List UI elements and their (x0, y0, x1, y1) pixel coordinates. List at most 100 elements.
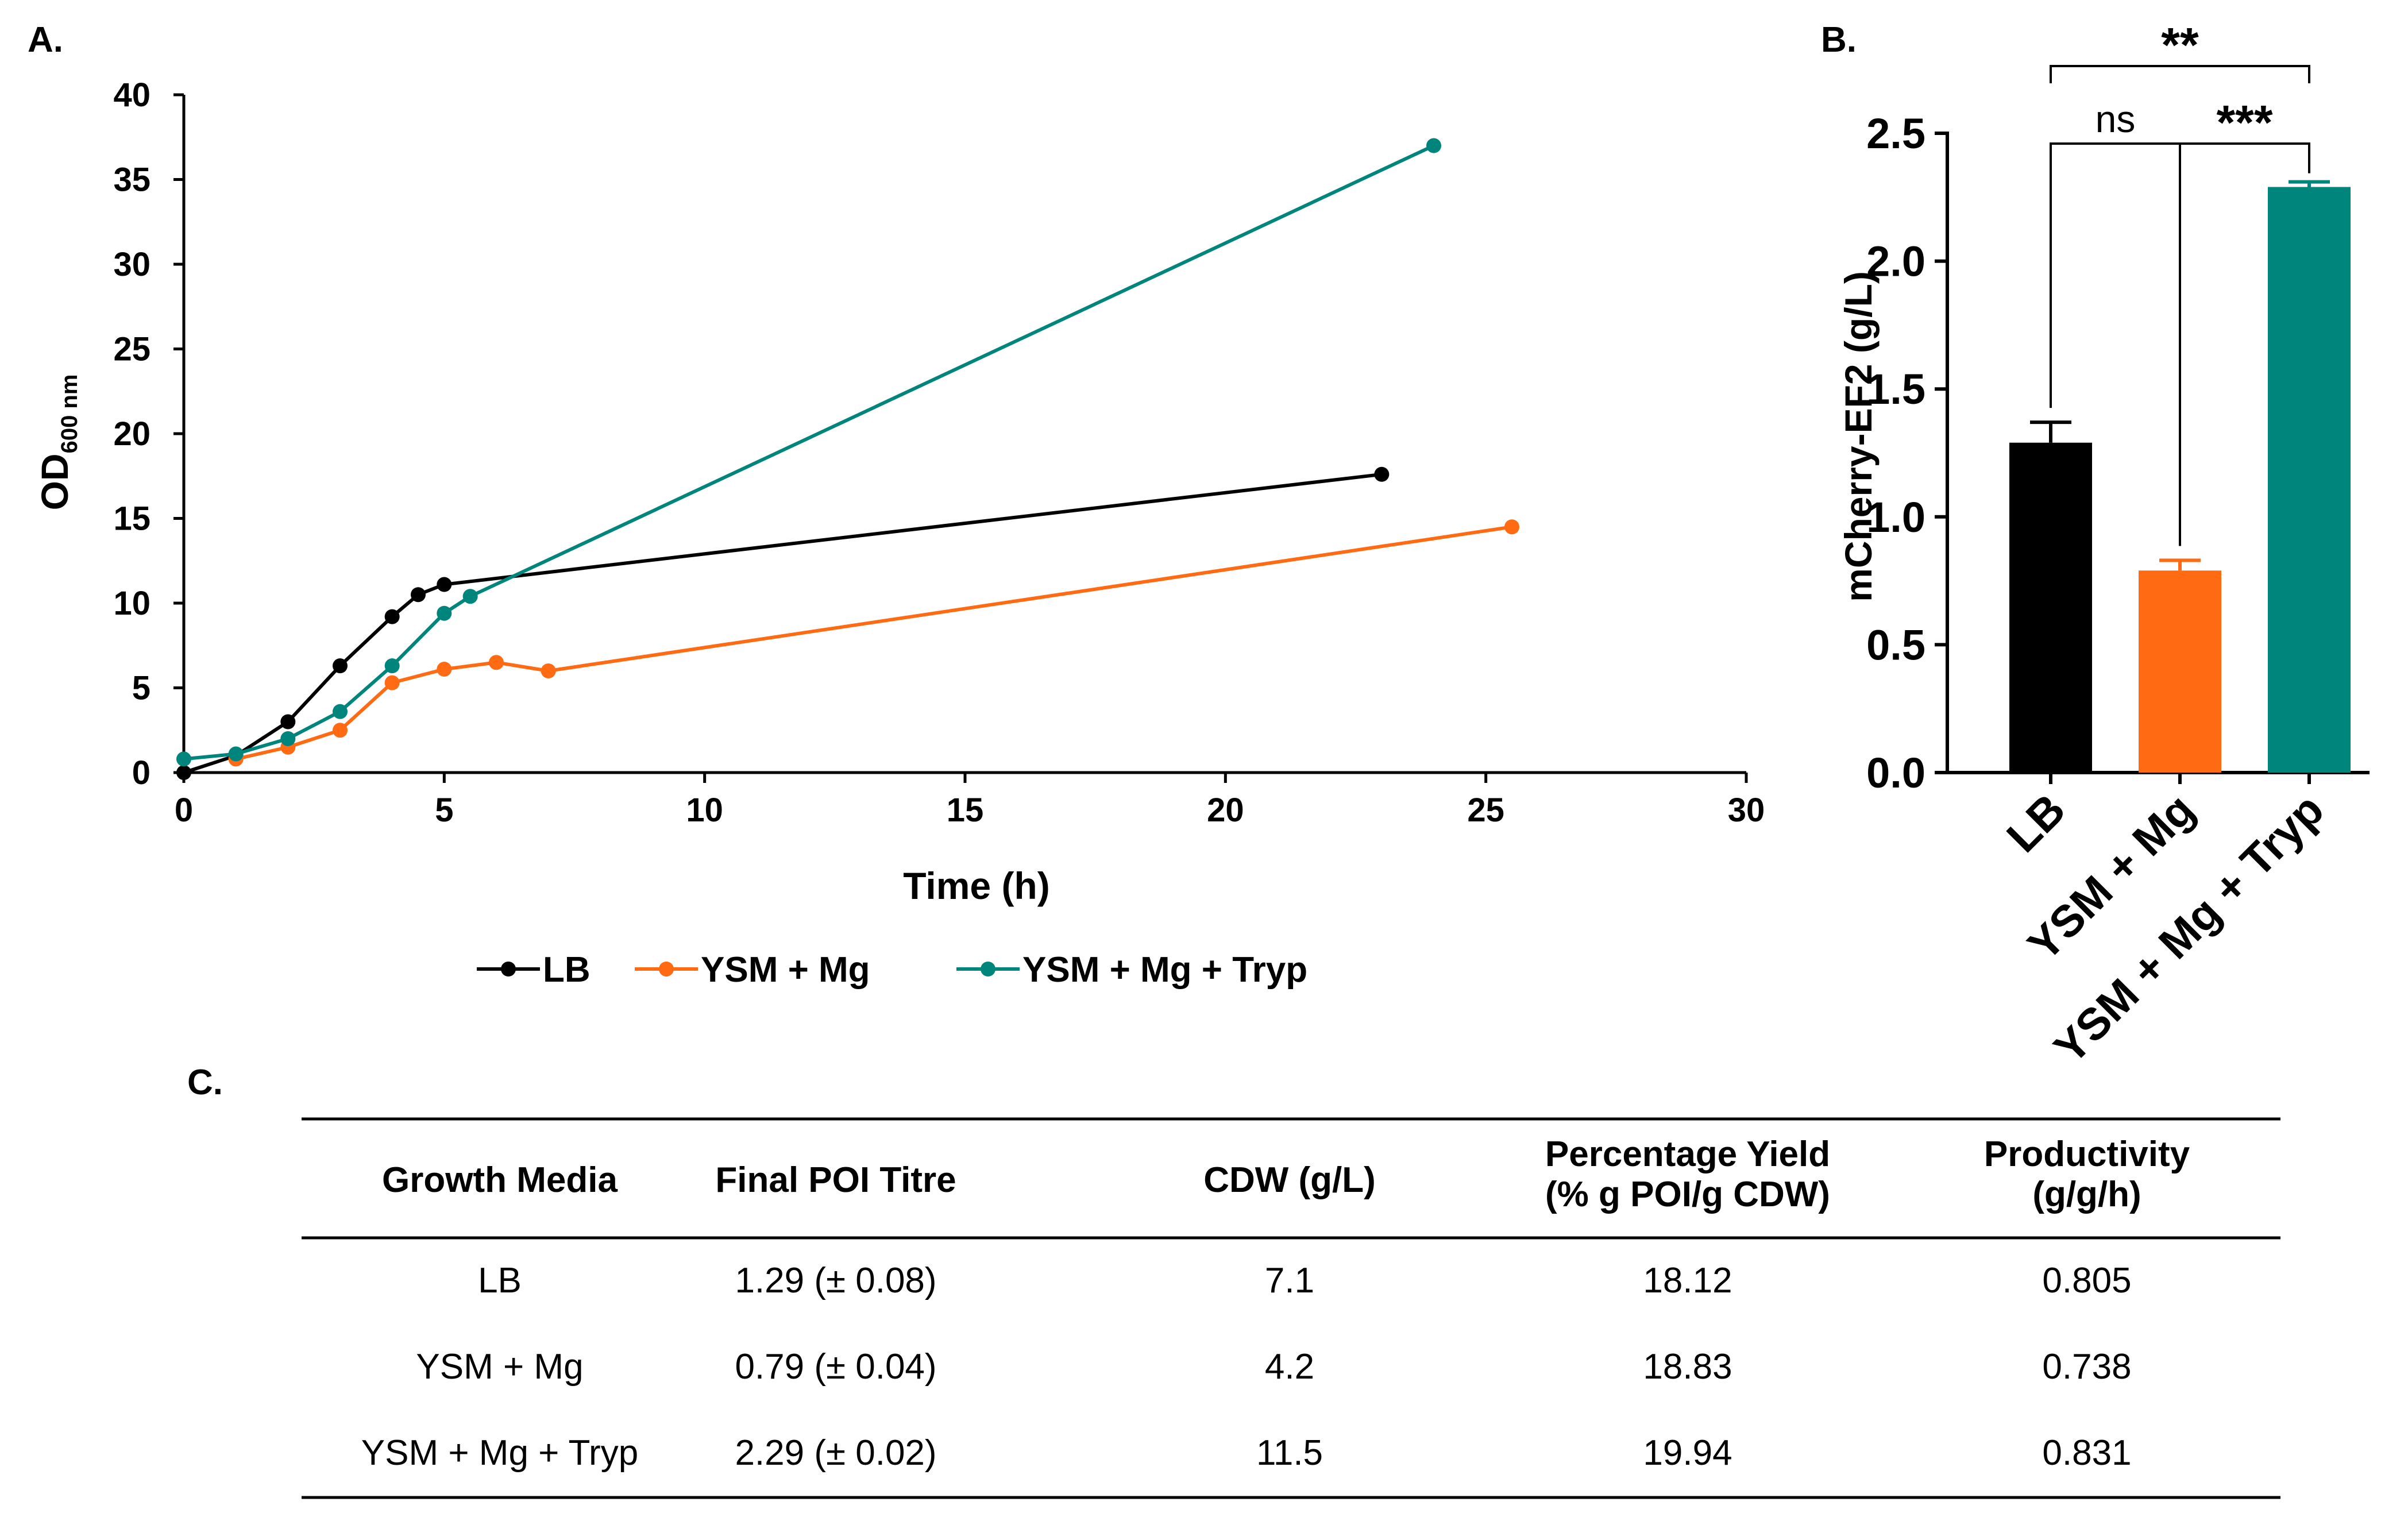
significance-label: ** (2161, 18, 2199, 72)
table-cell: 1.29 (± 0.08) (735, 1261, 936, 1300)
bar-y-tick-label: 0.0 (1866, 749, 1925, 797)
data-point (384, 675, 400, 690)
x-tick-label: 30 (1728, 792, 1765, 829)
legend-item-ysm-mg: YSM + Mg (635, 950, 870, 990)
legend-label: LB (543, 950, 591, 990)
data-point (333, 723, 348, 738)
data-point (541, 663, 556, 678)
series-ysm-mg (228, 519, 1519, 767)
chart-legend: LB YSM + Mg YSM + Mg + Tryp (477, 950, 1307, 990)
x-tick-label: 25 (1467, 792, 1504, 829)
x-tick-label: 0 (175, 792, 193, 829)
legend-swatch-marker (981, 962, 995, 976)
bracket-line (2179, 142, 2310, 546)
data-point (280, 731, 296, 746)
x-tick-label: 20 (1207, 792, 1244, 829)
table-cell: 18.12 (1643, 1261, 1732, 1300)
series-line (183, 472, 1382, 774)
data-point (1426, 138, 1441, 153)
data-point (1504, 519, 1519, 535)
panel-a-label: A. (28, 20, 63, 60)
y-tick-label: 20 (113, 415, 150, 453)
significance-bracket-lb-vs-ysm-mg-tryp: ** (2050, 18, 2310, 83)
data-point (1374, 466, 1390, 482)
data-point (437, 605, 452, 621)
y-axis-title: OD600 nm (33, 375, 82, 511)
bar-y-tick-label: 0.5 (1866, 621, 1925, 669)
table-header-cell: CDW (g/L) (1203, 1160, 1376, 1200)
legend-item-ysm-mg-tryp: YSM + Mg + Tryp (956, 950, 1307, 990)
bar-chart-axes: 0.0 0.5 1.0 1.5 2.0 2.5 (1866, 110, 2370, 797)
table-cell: LB (478, 1261, 522, 1300)
table-header: Growth Media Final POI Titre CDW (g/L) Perc… (382, 1134, 2190, 1214)
significance-brackets: ** ns *** (2050, 18, 2310, 546)
table-cell: 0.79 (± 0.04) (735, 1347, 936, 1387)
bar-ysm-mg (2139, 570, 2221, 773)
bar-group-lb: LB (1997, 420, 2092, 862)
bar-lb (2009, 442, 2092, 773)
bar-ysm-mg-tryp (2268, 187, 2351, 773)
results-table: Growth Media Final POI Titre CDW (g/L) Perc… (302, 1117, 2280, 1499)
legend-swatch-marker (659, 962, 674, 976)
significance-bracket-ysm-mg-vs-ysm-mg-tryp: *** (2179, 95, 2310, 546)
data-point (176, 751, 191, 767)
table-cell: YSM + Mg (416, 1347, 583, 1387)
line-chart-axes: 0 5 10 15 20 25 30 35 40 0 5 10 15 20 25 30 (113, 76, 1765, 829)
data-point (280, 714, 296, 729)
table-cell: 18.83 (1643, 1347, 1732, 1387)
y-tick-label: 40 (113, 76, 150, 114)
table-row: YSM + Mg + Tryp 2.29 (± 0.02) 11.5 19.94 0.8… (361, 1433, 2132, 1473)
x-tick-label: 15 (947, 792, 984, 829)
x-tick-label: 10 (686, 792, 723, 829)
data-point (384, 658, 400, 674)
table-header-cell: Percentage Yield (1545, 1134, 1830, 1174)
legend-label: YSM + Mg + Tryp (1022, 950, 1307, 990)
legend-swatch-marker (501, 962, 516, 976)
table-header-cell: Final POI Titre (715, 1160, 956, 1200)
table-header-cell: Productivity (1984, 1134, 2190, 1174)
bar-y-tick-label: 1.0 (1866, 493, 1925, 541)
table-cell: 0.831 (2042, 1433, 2131, 1473)
y-tick-label: 15 (113, 500, 150, 538)
bar-y-axis-title: mCherry-EF2 (g/L) (1837, 271, 1880, 602)
y-tick-label: 25 (113, 331, 150, 368)
table-cell: 4.2 (1265, 1347, 1314, 1387)
table-header-cell: Growth Media (382, 1160, 618, 1200)
bar-y-tick-label: 2.0 (1866, 238, 1925, 285)
data-point (384, 609, 400, 624)
table-row: YSM + Mg 0.79 (± 0.04) 4.2 18.83 0.738 (416, 1347, 2131, 1387)
table-header-cell: (g/g/h) (2032, 1175, 2141, 1214)
data-point (176, 765, 191, 780)
bar-category-label: LB (1997, 784, 2075, 862)
series-line (183, 144, 1435, 761)
line-chart-series (176, 138, 1519, 780)
series-ysm-mg-tryp (176, 138, 1441, 767)
series-lb (176, 466, 1390, 780)
series-line (236, 525, 1512, 761)
y-tick-label: 5 (132, 670, 150, 707)
table-cell: 0.805 (2042, 1261, 2131, 1300)
y-axis-title-main: OD (33, 453, 76, 510)
table-cell: 2.29 (± 0.02) (735, 1433, 936, 1473)
data-point (462, 589, 478, 604)
table-cell: 0.738 (2042, 1347, 2131, 1387)
y-axis-title-subscript: 600 nm (57, 375, 82, 454)
table-cell: 7.1 (1265, 1261, 1314, 1300)
bracket-line (2050, 65, 2310, 83)
y-tick-label: 35 (113, 161, 150, 199)
panel-b-label: B. (1821, 20, 1857, 60)
y-tick-label: 0 (132, 754, 150, 792)
table-cell: 11.5 (1256, 1433, 1323, 1473)
table-row: LB 1.29 (± 0.08) 7.1 18.12 0.805 (478, 1261, 2132, 1300)
bar-y-tick-label: 2.5 (1866, 110, 1925, 157)
data-point (333, 704, 348, 719)
significance-label: *** (2216, 95, 2272, 149)
x-axis-title: Time (h) (903, 864, 1049, 907)
bar-y-tick-label: 1.5 (1866, 365, 1925, 413)
data-point (437, 662, 452, 677)
data-point (411, 587, 426, 603)
legend-label: YSM + Mg (701, 950, 870, 990)
panel-c-label: C. (187, 1063, 223, 1102)
significance-label: ns (2096, 98, 2136, 140)
